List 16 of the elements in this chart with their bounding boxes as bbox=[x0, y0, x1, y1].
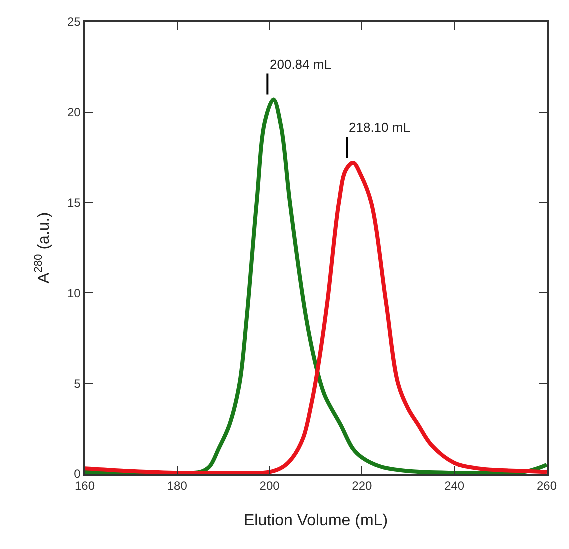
x-tick-label: 260 bbox=[536, 479, 558, 494]
y-tick-label: 0 bbox=[74, 467, 82, 482]
annotation: 200.84 mL bbox=[270, 57, 332, 72]
y-tick-label: 20 bbox=[67, 106, 82, 120]
line-series bbox=[85, 161, 547, 474]
x-axis-title: Elution Volume (mL) bbox=[244, 512, 388, 530]
y-tick-label: 15 bbox=[67, 196, 82, 210]
x-tick-label: 200 bbox=[260, 479, 280, 494]
x-tick-label: 240 bbox=[444, 479, 465, 494]
x-tick-label: 180 bbox=[167, 479, 188, 494]
x-tick-label: 160 bbox=[74, 479, 96, 494]
y-tick-label: 25 bbox=[67, 15, 82, 30]
x-tick-label: 220 bbox=[352, 479, 373, 494]
y-tick-label: 10 bbox=[67, 286, 82, 300]
y-tick-label: 5 bbox=[74, 376, 82, 391]
annotation: 218.10 mL bbox=[349, 120, 410, 135]
